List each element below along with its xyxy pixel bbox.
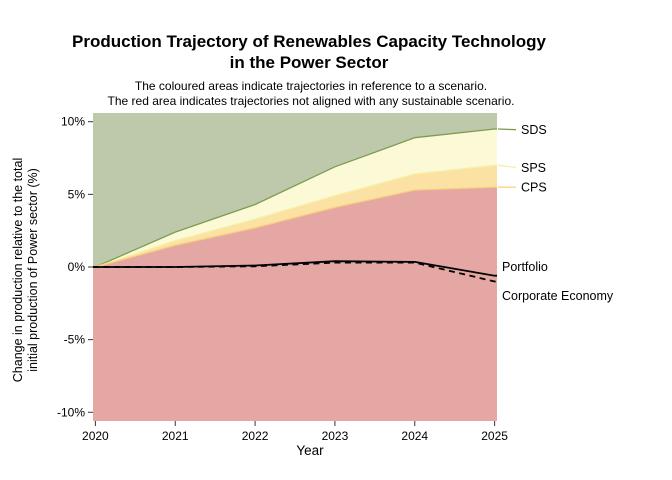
chart-subtitle: The coloured areas indicate trajectories…: [0, 79, 622, 109]
not-aligned-area: [93, 187, 497, 421]
series-label-sps: SPS: [521, 161, 546, 175]
x-tick-label: 2025: [481, 429, 508, 443]
leader-line-sds: [497, 128, 517, 131]
trajectory-line-corporate-economy: [93, 261, 497, 283]
sps-aligned-area: [93, 129, 497, 267]
series-label-portfolio: Portfolio: [502, 260, 548, 274]
chart-subtitle-line1: The coloured areas indicate trajectories…: [134, 79, 488, 93]
chart-title: Production Trajectory of Renewables Capa…: [0, 31, 618, 73]
sds-aligned-area: [93, 113, 497, 267]
y-tick-label: -5%: [64, 333, 86, 347]
chart-subtitle-line2: The red area indicates trajectories not …: [107, 94, 515, 108]
boundary-line-sds: [93, 128, 497, 268]
y-tick-label: -10%: [57, 405, 85, 419]
chart-title-line2: in the Power Sector: [229, 53, 389, 72]
series-label-sds: SDS: [521, 123, 547, 137]
x-axis-title: Year: [296, 443, 324, 458]
series-label-cps: CPS: [521, 181, 547, 195]
x-tick-label: 2023: [322, 429, 349, 443]
chart-title-line1: Production Trajectory of Renewables Capa…: [72, 32, 546, 51]
leader-line-sps: [497, 164, 517, 169]
y-tick-label: 10%: [61, 115, 85, 129]
boundary-line-sps: [93, 164, 497, 268]
series-label-corporate-economy: Corporate Economy: [502, 289, 614, 303]
x-tick-label: 2024: [401, 429, 428, 443]
x-tick-label: 2020: [82, 429, 109, 443]
y-tick-label: 0%: [68, 260, 86, 274]
cps-aligned-area: [93, 165, 497, 267]
boundary-line-cps: [93, 186, 497, 268]
x-tick-label: 2021: [162, 429, 189, 443]
y-tick-label: 5%: [68, 187, 86, 201]
x-tick-label: 2022: [242, 429, 269, 443]
